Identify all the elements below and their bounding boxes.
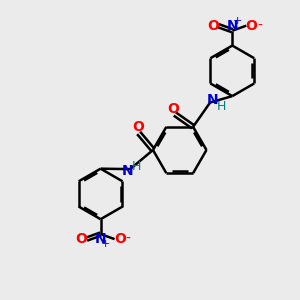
Text: O: O: [246, 19, 258, 33]
Text: N: N: [95, 232, 106, 246]
Text: O: O: [168, 103, 180, 116]
Text: +: +: [233, 16, 242, 26]
Text: O: O: [207, 19, 219, 33]
Text: H: H: [217, 100, 226, 112]
Text: -: -: [126, 232, 131, 246]
Text: O: O: [114, 232, 126, 246]
Text: -: -: [257, 19, 262, 33]
Text: N: N: [226, 19, 238, 33]
Text: O: O: [75, 232, 87, 246]
Text: O: O: [133, 120, 145, 134]
Text: H: H: [132, 160, 141, 172]
Text: N: N: [207, 93, 218, 107]
Text: N: N: [122, 164, 134, 178]
Text: +: +: [101, 238, 111, 249]
